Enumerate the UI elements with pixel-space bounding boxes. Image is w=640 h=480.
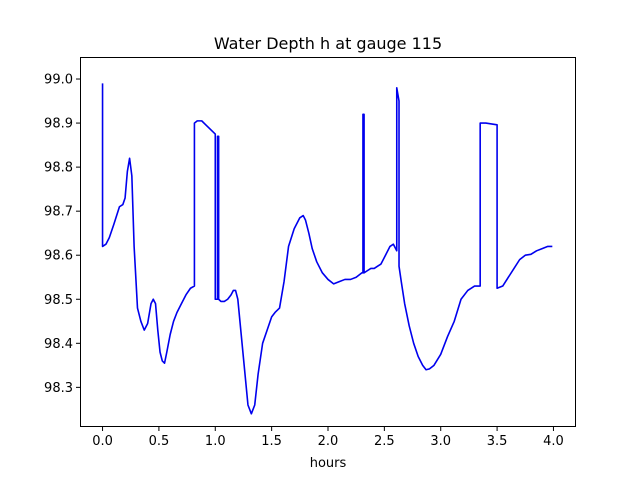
axes-frame xyxy=(80,57,576,427)
chart-title: Water Depth h at gauge 115 xyxy=(214,34,442,53)
y-tick-label: 98.5 xyxy=(44,293,73,308)
y-tick-label: 98.9 xyxy=(44,117,73,132)
x-axis-label: hours xyxy=(310,456,347,471)
y-tick-label: 98.6 xyxy=(44,249,73,264)
x-tick-label: 4.0 xyxy=(543,434,564,449)
y-tick-label: 98.8 xyxy=(44,161,73,176)
x-tick-label: 1.0 xyxy=(205,434,226,449)
series-line-0 xyxy=(101,83,553,415)
x-tick-label: 1.5 xyxy=(261,434,282,449)
x-axis: 0.0 0.5 1.0 1.5 2.0 2.5 3.0 3.5 4.0 xyxy=(92,427,564,449)
plot-area xyxy=(101,83,553,415)
y-tick-label: 98.4 xyxy=(44,337,73,352)
y-axis: 98.3 98.4 98.5 98.6 98.7 98.8 98.9 99.0 xyxy=(44,73,80,396)
y-tick-label: 99.0 xyxy=(44,73,73,88)
x-tick-label: 2.0 xyxy=(318,434,339,449)
y-tick-label: 98.3 xyxy=(44,381,73,396)
x-tick-label: 2.5 xyxy=(374,434,395,449)
x-tick-label: 3.0 xyxy=(430,434,451,449)
x-tick-label: 0.5 xyxy=(149,434,170,449)
y-tick-label: 98.7 xyxy=(44,205,73,220)
x-tick-label: 0.0 xyxy=(92,434,113,449)
x-tick-label: 3.5 xyxy=(487,434,508,449)
